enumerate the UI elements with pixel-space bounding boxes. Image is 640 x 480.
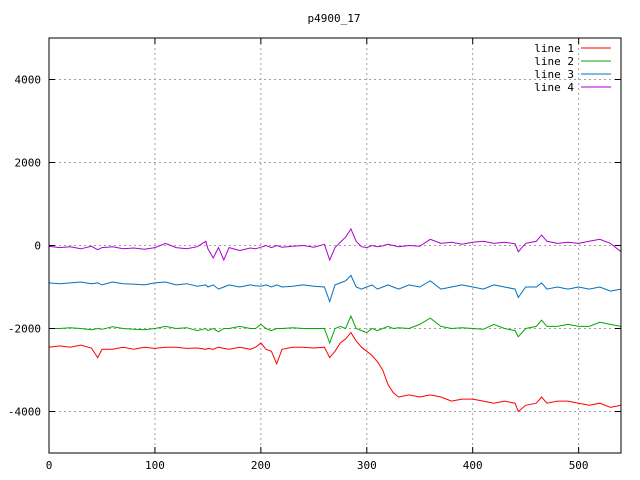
series-layer xyxy=(48,227,622,413)
x-tick-label: 0 xyxy=(46,459,53,472)
legend-label: line 1 xyxy=(534,42,574,55)
x-tick-label: 100 xyxy=(145,459,165,472)
legend-label: line 3 xyxy=(534,68,574,81)
series-line-3 xyxy=(48,274,622,304)
x-tick-label: 300 xyxy=(357,459,377,472)
x-tick-label: 400 xyxy=(463,459,483,472)
legend-label: line 4 xyxy=(534,81,574,94)
axis-ticks: 0 100 200 300 400 500 -4000 -2000 0 2000 4000 xyxy=(8,38,621,472)
chart-title: p4900_17 xyxy=(308,12,361,25)
x-tick-label: 200 xyxy=(251,459,271,472)
y-tick-label: 4000 xyxy=(15,74,42,87)
grid xyxy=(49,38,621,453)
series-line-1 xyxy=(48,331,622,413)
y-tick-label: -4000 xyxy=(8,406,41,419)
y-tick-label: 0 xyxy=(34,240,41,253)
y-tick-label: -2000 xyxy=(8,323,41,336)
y-tick-label: 2000 xyxy=(15,157,42,170)
x-tick-label: 500 xyxy=(569,459,589,472)
series-line-4 xyxy=(48,227,622,262)
legend-label: line 2 xyxy=(534,55,574,68)
series-line-2 xyxy=(49,314,622,345)
